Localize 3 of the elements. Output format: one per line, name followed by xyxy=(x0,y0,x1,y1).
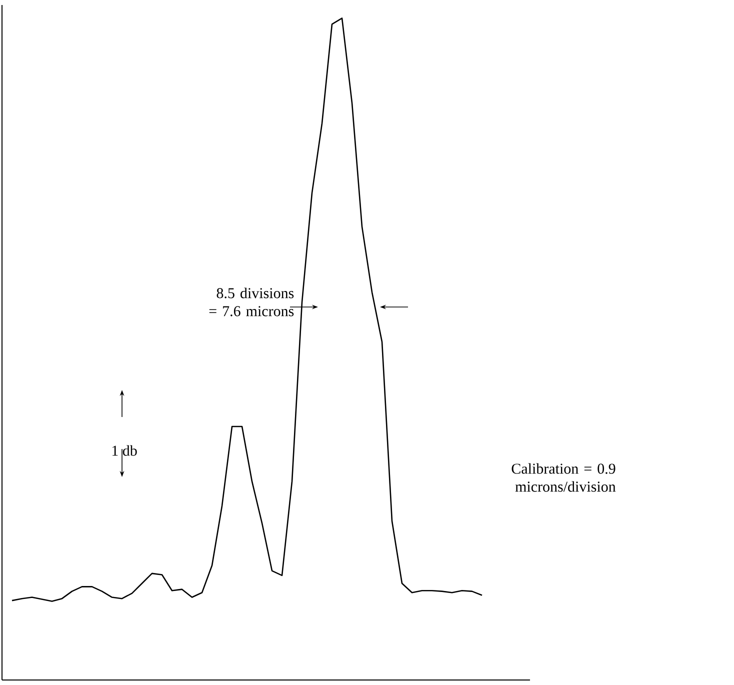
text: Calibration = 0.9 microns/division xyxy=(512,463,616,492)
annotation: 8.5 divisions = 7.6 microns xyxy=(209,288,294,316)
annotation: 1 db xyxy=(112,445,137,456)
